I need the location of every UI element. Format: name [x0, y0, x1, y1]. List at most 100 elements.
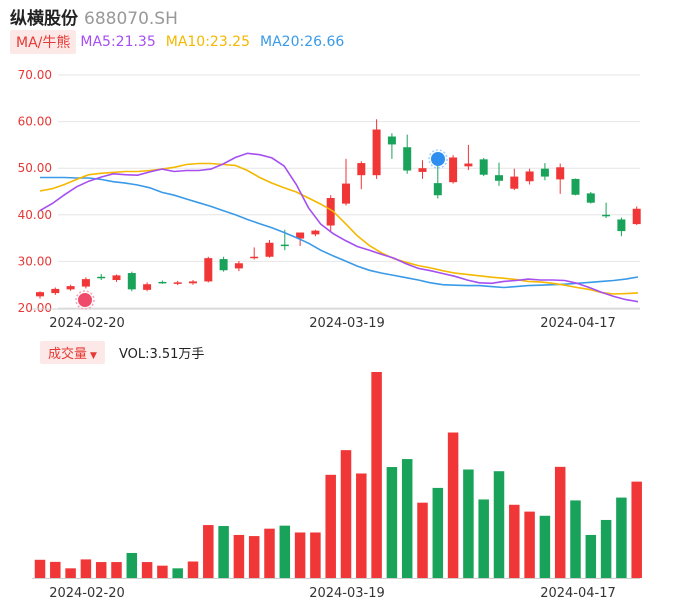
candle-body — [495, 175, 503, 181]
volume-bar — [356, 473, 367, 578]
candle — [602, 202, 611, 219]
bull-marker-icon — [75, 290, 95, 310]
candle — [357, 161, 366, 190]
volume-bar — [386, 467, 398, 578]
volume-bar — [524, 511, 535, 578]
candle-body — [189, 281, 197, 284]
volume-bar — [509, 504, 520, 578]
volume-bar — [65, 568, 76, 578]
y-tick-label: 40.00 — [18, 208, 52, 222]
candle-body — [387, 136, 396, 145]
ma10-line — [39, 162, 639, 295]
bull-marker-dot — [78, 293, 92, 307]
candle — [632, 206, 641, 226]
candle-body — [219, 259, 228, 271]
candle-body — [296, 232, 305, 239]
candle-body — [556, 167, 565, 180]
volume-bar — [126, 552, 138, 578]
candle — [81, 277, 90, 289]
candle-body — [342, 183, 350, 204]
candle — [433, 165, 442, 199]
candle — [173, 280, 182, 286]
volume-bar — [34, 559, 46, 578]
candle — [464, 144, 473, 171]
x-tick-label: 2024-03-19 — [309, 316, 385, 331]
candle — [617, 217, 626, 237]
volume-bar — [325, 474, 336, 578]
candle — [51, 287, 60, 295]
candle-body — [234, 263, 243, 269]
candle-body — [127, 273, 136, 290]
volume-bar — [279, 525, 291, 578]
volume-bar — [554, 466, 566, 578]
volume-bar — [80, 559, 92, 578]
volume-indicator-dropdown[interactable]: 成交量 ▼ — [40, 340, 105, 364]
candle-body — [265, 242, 274, 257]
ma5-legend-value: MA5:21.35 — [80, 34, 156, 50]
volume-legend: 成交量 ▼ VOL:3.51万手 — [40, 340, 204, 364]
candle-body — [632, 208, 641, 225]
candle — [143, 282, 152, 292]
volume-bar — [340, 450, 352, 578]
volume-bar — [141, 562, 153, 578]
volume-bar — [447, 432, 459, 578]
candle — [342, 158, 350, 206]
candle-body — [204, 258, 213, 282]
candle-body — [97, 276, 106, 279]
candle-body — [433, 183, 442, 196]
candle-body — [525, 171, 534, 182]
candle-body — [112, 275, 121, 281]
candle — [525, 168, 534, 185]
volume-bar — [187, 561, 199, 578]
candle — [403, 134, 412, 174]
volume-x-tick-label: 2024-03-19 — [309, 586, 385, 601]
volume-bar — [95, 562, 107, 578]
ma5-line — [39, 152, 639, 303]
candle-body — [479, 159, 488, 175]
candle — [66, 284, 75, 291]
volume-bar — [218, 526, 229, 578]
ma-legend: MA/牛熊 MA5:21.35 MA10:23.25 MA20:26.66 — [10, 30, 354, 54]
candle — [250, 247, 259, 260]
volume-tab-label: 成交量 — [48, 346, 88, 362]
volume-bar — [585, 534, 597, 578]
volume-bar — [463, 469, 474, 578]
volume-bar — [417, 502, 428, 578]
ma-toggle-tab[interactable]: MA/牛熊 — [10, 30, 77, 54]
y-tick-label: 60.00 — [18, 115, 52, 129]
volume-bar — [401, 459, 413, 578]
candle — [234, 260, 243, 272]
candle-body — [418, 168, 427, 172]
candle-body — [510, 176, 519, 189]
candle-body — [403, 147, 412, 171]
candle-body — [280, 244, 289, 247]
candle — [540, 163, 549, 181]
ma20-line — [40, 176, 639, 289]
candle — [586, 191, 595, 204]
candle — [372, 119, 381, 179]
candle-body — [326, 198, 335, 226]
candle — [556, 163, 565, 194]
candle — [36, 291, 44, 299]
candle-body — [36, 292, 44, 297]
volume-bar — [248, 536, 260, 578]
candle — [112, 274, 121, 282]
volume-bar — [172, 568, 183, 578]
volume-bar — [432, 487, 444, 578]
candle — [311, 229, 320, 237]
volume-bar — [310, 532, 321, 578]
stock-code: 688070.SH — [84, 9, 178, 29]
x-tick-label: 2024-02-20 — [49, 316, 125, 331]
volume-bar — [539, 515, 551, 578]
candle-body — [357, 163, 366, 176]
volume-bar — [233, 534, 245, 578]
volume-bar — [203, 525, 214, 578]
candle-body — [602, 214, 611, 217]
volume-bar — [294, 532, 306, 578]
volume-bar — [371, 372, 382, 578]
candle — [127, 271, 136, 292]
candle-body — [66, 286, 75, 290]
candle — [387, 133, 396, 159]
candle — [97, 273, 106, 281]
